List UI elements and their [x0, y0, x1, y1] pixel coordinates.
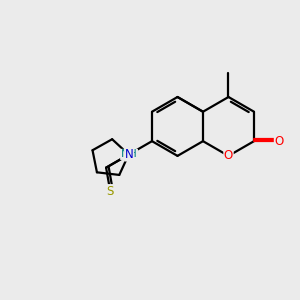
Text: N: N [125, 148, 134, 161]
Text: S: S [106, 185, 114, 198]
Text: O: O [274, 135, 284, 148]
Text: O: O [224, 149, 233, 162]
Text: NH: NH [121, 149, 137, 159]
